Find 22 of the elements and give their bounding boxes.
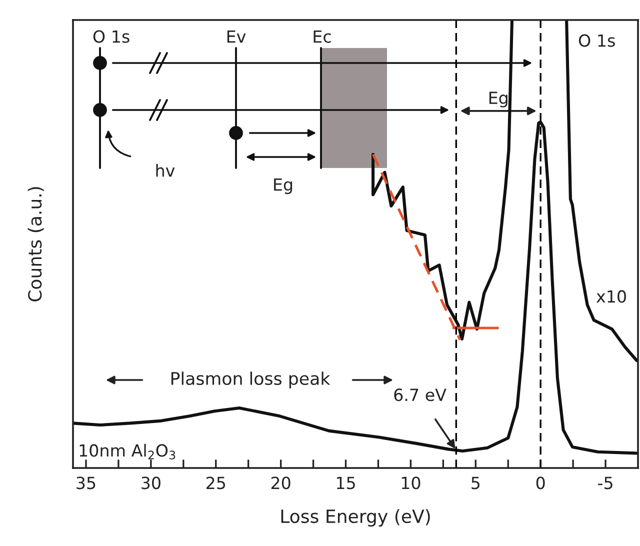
x-tick-label: 5 — [472, 476, 480, 490]
x-tick-label: 35 — [76, 476, 96, 490]
x-tick-label: 15 — [336, 476, 355, 490]
y-axis-title: Counts (a.u.) — [28, 187, 44, 302]
annotation: 6.7 eV — [394, 388, 446, 402]
x-tick-label: -5 — [598, 476, 612, 490]
series-label: 10nm Al$_{2}$O$_{3}$ — [80, 444, 176, 460]
series-label: x10 — [596, 290, 626, 303]
x-tick-label: 30 — [142, 476, 160, 490]
annotation: Eg — [489, 92, 508, 108]
annotation: O 1s — [578, 34, 615, 47]
annotation: O 1s — [93, 30, 130, 43]
annotation: Eg — [274, 178, 292, 194]
annotation: Ev — [227, 30, 246, 43]
x-axis-title: Loss Energy (eV) — [281, 509, 430, 527]
x-tick-label: 10 — [402, 476, 420, 490]
x-tick-label: 0 — [536, 476, 545, 490]
x-tick-label: 20 — [271, 476, 290, 490]
annotation: Plasmon loss peak — [171, 372, 330, 388]
annotation: Ec — [314, 30, 331, 43]
x-tick-label: 25 — [206, 476, 226, 490]
annotation: hv — [156, 164, 175, 177]
